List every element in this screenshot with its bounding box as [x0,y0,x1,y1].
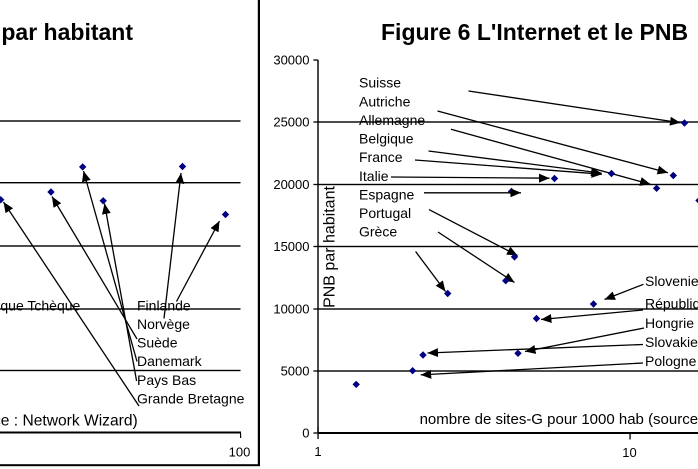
svg-text:100: 100 [229,445,251,460]
svg-text:0: 0 [302,426,309,441]
svg-text:Figure 5 L'Internet et le PNB: Figure 5 L'Internet et le PNB par habita… [0,19,133,45]
svg-text:Grande Bretagne: Grande Bretagne [137,390,245,406]
svg-text:1: 1 [314,444,321,459]
svg-text:Grèce: Grèce [359,224,397,240]
svg-text:Espagne: Espagne [359,187,414,203]
svg-text:(source : Network Wizard): (source : Network Wizard) [0,412,138,429]
svg-text:République Tchèque: République Tchèque [0,297,81,313]
svg-text:Belgique: Belgique [359,131,414,147]
svg-text:Autriche: Autriche [359,93,411,109]
svg-text:Slovenie: Slovenie [645,273,698,289]
svg-text:20000: 20000 [273,177,309,192]
svg-text:Pologne: Pologne [645,353,697,369]
svg-text:PNB par habitant: PNB par habitant [322,186,339,308]
svg-text:Figure 6 L'Internet et le PNB: Figure 6 L'Internet et le PNB [381,19,688,45]
svg-text:10000: 10000 [273,302,309,317]
svg-text:Slovakie: Slovakie [645,334,698,350]
svg-text:Italie: Italie [359,168,389,184]
svg-text:10: 10 [622,445,636,460]
svg-text:Finlande: Finlande [137,297,191,313]
svg-text:30000: 30000 [273,53,309,68]
svg-text:Suède: Suède [137,335,178,351]
svg-text:15000: 15000 [273,239,309,254]
svg-text:25000: 25000 [273,115,309,130]
svg-text:France: France [359,149,403,165]
svg-text:5000: 5000 [281,364,310,379]
svg-text:Norvège: Norvège [137,316,190,332]
svg-text:Portugal: Portugal [359,205,411,221]
svg-text:République Tchèque: République Tchèque [645,296,698,312]
svg-text:Allemagne: Allemagne [359,112,425,128]
svg-text:nombre de sites-G pour 1000 ha: nombre de sites-G pour 1000 hab (source … [420,411,698,428]
svg-text:Suisse: Suisse [359,75,401,91]
svg-text:Pays Bas: Pays Bas [137,372,196,388]
svg-text:Danemark: Danemark [137,353,203,369]
svg-text:Hongrie: Hongrie [645,315,694,331]
